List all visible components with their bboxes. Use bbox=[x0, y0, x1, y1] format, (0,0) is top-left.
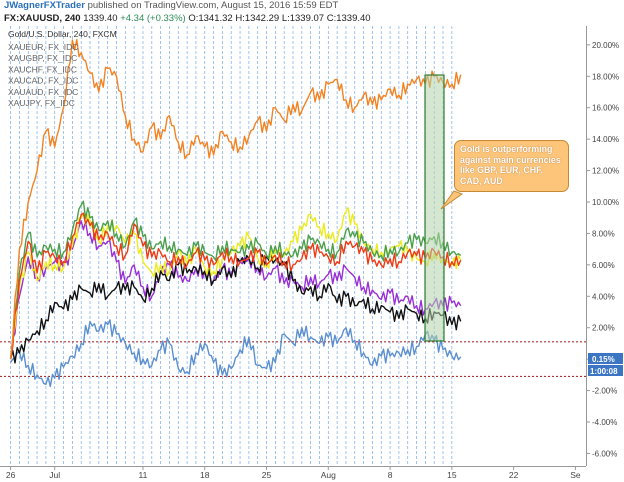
series-line-xauusd bbox=[9, 253, 462, 364]
series-line-xauchf bbox=[9, 200, 462, 360]
y-tick-label: 14.00% bbox=[592, 135, 619, 144]
x-tick-label: Aug bbox=[321, 470, 336, 480]
publish-info: published on TradingView.com, August 15,… bbox=[87, 0, 339, 11]
series-lines bbox=[9, 38, 462, 388]
time-axis-labels: 26 Jul 11 18 25 Aug 8 15 22 Se bbox=[6, 466, 581, 480]
y-tick-label: 6.00% bbox=[592, 261, 615, 270]
percent-tag-label: 0.15% bbox=[592, 355, 615, 364]
series-line-xaujpy bbox=[10, 319, 462, 388]
price-change: +4.34 (+0.33%) bbox=[120, 13, 186, 24]
ohlc-values: O:1341.32 H:1342.29 L:1339.07 C:1339.40 bbox=[188, 13, 371, 24]
chart[interactable]: 20.00% 18.00% 16.00% 14.00% 12.00% 10.00% 8.00… bbox=[0, 26, 624, 482]
highlight-box bbox=[424, 74, 445, 342]
legend-item: XAUGBP, FX_IDC bbox=[8, 53, 77, 63]
x-tick-label: 25 bbox=[262, 470, 272, 480]
price-axis-labels: 20.00% 18.00% 16.00% 14.00% 12.00% 10.00% 8.00… bbox=[586, 41, 619, 458]
y-tick-label: 8.00% bbox=[592, 229, 615, 238]
symbol-timeframe[interactable]: FX:XAUUSD, 240 bbox=[4, 13, 81, 24]
legend-item: XAUEUR, FX_IDC bbox=[8, 42, 78, 52]
countdown-tag bbox=[588, 365, 623, 376]
legend-item: XAUCHF, FX_IDC bbox=[8, 64, 77, 74]
y-tick-label: 4.00% bbox=[592, 292, 615, 301]
quote-bar: FX:XAUUSD, 240 1339.40 +4.34 (+0.33%) O:… bbox=[0, 13, 624, 25]
y-tick-label: -2.00% bbox=[592, 387, 617, 396]
x-tick-label: 8 bbox=[388, 470, 393, 480]
x-tick-label: 11 bbox=[139, 470, 148, 480]
legend-item: XAUAUD, FX_IDC bbox=[8, 87, 78, 97]
y-tick-label: 18.00% bbox=[592, 72, 619, 81]
callout-pointer bbox=[440, 190, 464, 210]
series-line-xaugbp bbox=[9, 38, 462, 360]
x-tick-label: 26 bbox=[6, 470, 16, 480]
legend-title: Gold/U.S. Dollar, 240, FXCM bbox=[8, 29, 117, 39]
countdown-tag-label: 1:00:08 bbox=[590, 367, 618, 376]
x-tick-label: Se bbox=[570, 470, 581, 480]
x-tick-label: Jul bbox=[49, 470, 60, 480]
x-tick-label: 15 bbox=[447, 470, 457, 480]
x-tick-label: 18 bbox=[200, 470, 210, 480]
percent-tag bbox=[588, 353, 623, 364]
legend-item: XAUJPY, FX_IDC bbox=[8, 98, 75, 108]
y-tick-label: -4.00% bbox=[592, 418, 617, 427]
x-tick-label: 22 bbox=[509, 470, 519, 480]
price-tags: 0.15% 1:00:08 bbox=[588, 353, 623, 376]
series-line-xaueur bbox=[9, 212, 462, 360]
last-price: 1339.40 bbox=[83, 13, 118, 24]
legend: Gold/U.S. Dollar, 240, FXCM XAUEUR, FX_I… bbox=[8, 29, 117, 108]
legend-item: XAUCAD, FX_IDC bbox=[8, 76, 78, 86]
y-tick-label: 16.00% bbox=[592, 104, 619, 113]
y-tick-label: 10.00% bbox=[592, 198, 619, 207]
publish-info-bar: JWagnerFXTrader published on TradingView… bbox=[0, 0, 624, 12]
y-tick-label: 2.00% bbox=[592, 324, 615, 333]
annotation-callout: Gold is outperforming against main curre… bbox=[454, 140, 569, 192]
reference-levels bbox=[0, 341, 586, 377]
y-tick-label: 20.00% bbox=[592, 41, 619, 50]
author-link[interactable]: JWagnerFXTrader bbox=[4, 0, 85, 11]
y-tick-label: -6.00% bbox=[592, 449, 617, 458]
y-tick-label: 12.00% bbox=[592, 167, 619, 176]
